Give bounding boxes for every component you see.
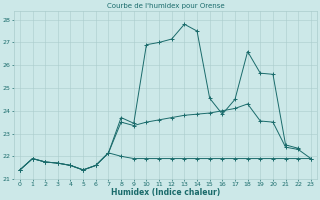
Title: Courbe de l'humidex pour Orense: Courbe de l'humidex pour Orense [107,3,224,9]
X-axis label: Humidex (Indice chaleur): Humidex (Indice chaleur) [111,188,220,197]
